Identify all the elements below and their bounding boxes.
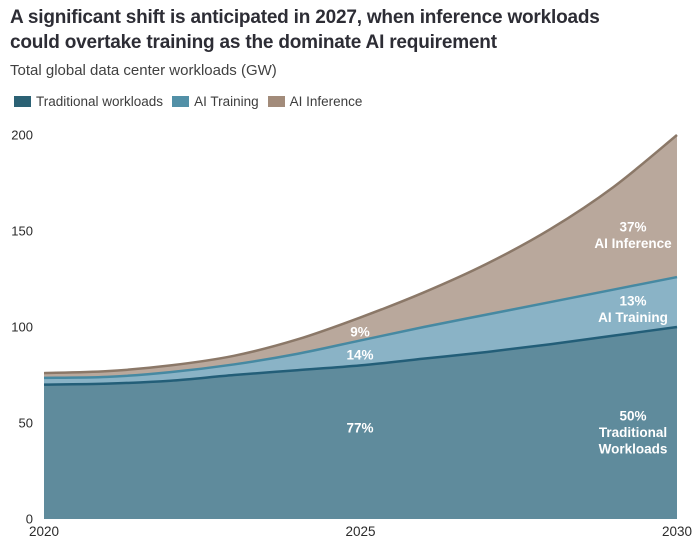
annotation-label: AI Inference [594,236,672,251]
legend-item-ai-training: AI Training [172,94,259,109]
y-axis-tick-label: 50 [19,416,33,431]
x-axis-tick-label: 2020 [29,524,59,539]
annotation-label: 37% [619,220,646,235]
annotation-label: 14% [346,348,373,363]
chart-title: A significant shift is anticipated in 20… [10,7,600,54]
x-axis-tick-label: 2030 [662,524,692,539]
line-ai-inference [43,134,678,375]
legend: Traditional workloads AI Training AI Inf… [14,94,371,109]
line-traditional-workloads [43,325,678,386]
legend-label-traditional: Traditional workloads [36,94,164,109]
annotation-label: Workloads [599,442,668,457]
line-ai-training [43,275,678,380]
x-axis-tick-label: 2025 [345,524,375,539]
y-axis-tick-label: 100 [11,320,33,335]
annotation-label: 9% [350,325,370,340]
legend-swatch-ai-inference-icon [267,96,285,107]
annotation-label: Traditional [599,425,667,440]
area-traditional-workloads [44,327,677,519]
chart-subtitle: Total global data center workloads (GW) [10,62,277,79]
legend-label-ai-training: AI Training [194,94,259,109]
y-axis-tick-label: 200 [11,128,33,143]
legend-swatch-ai-training-icon [172,96,190,107]
annotation-label: 77% [346,421,373,436]
legend-swatch-traditional-icon [14,96,31,107]
y-axis-tick-label: 150 [11,224,33,239]
y-axis-tick-label: 0 [26,512,33,527]
stacked-area-chart: 0 50 100 150 200 2020 2025 2030 9% 14% 77% 37%AI In… [11,128,692,540]
legend-label-ai-inference: AI Inference [289,94,363,109]
annotation-label: AI Training [598,310,668,325]
annotation-label: 50% [619,409,646,424]
legend-item-ai-inference: AI Inference [267,94,363,109]
annotation-label: 13% [619,294,646,309]
legend-item-traditional: Traditional workloads [14,94,163,109]
